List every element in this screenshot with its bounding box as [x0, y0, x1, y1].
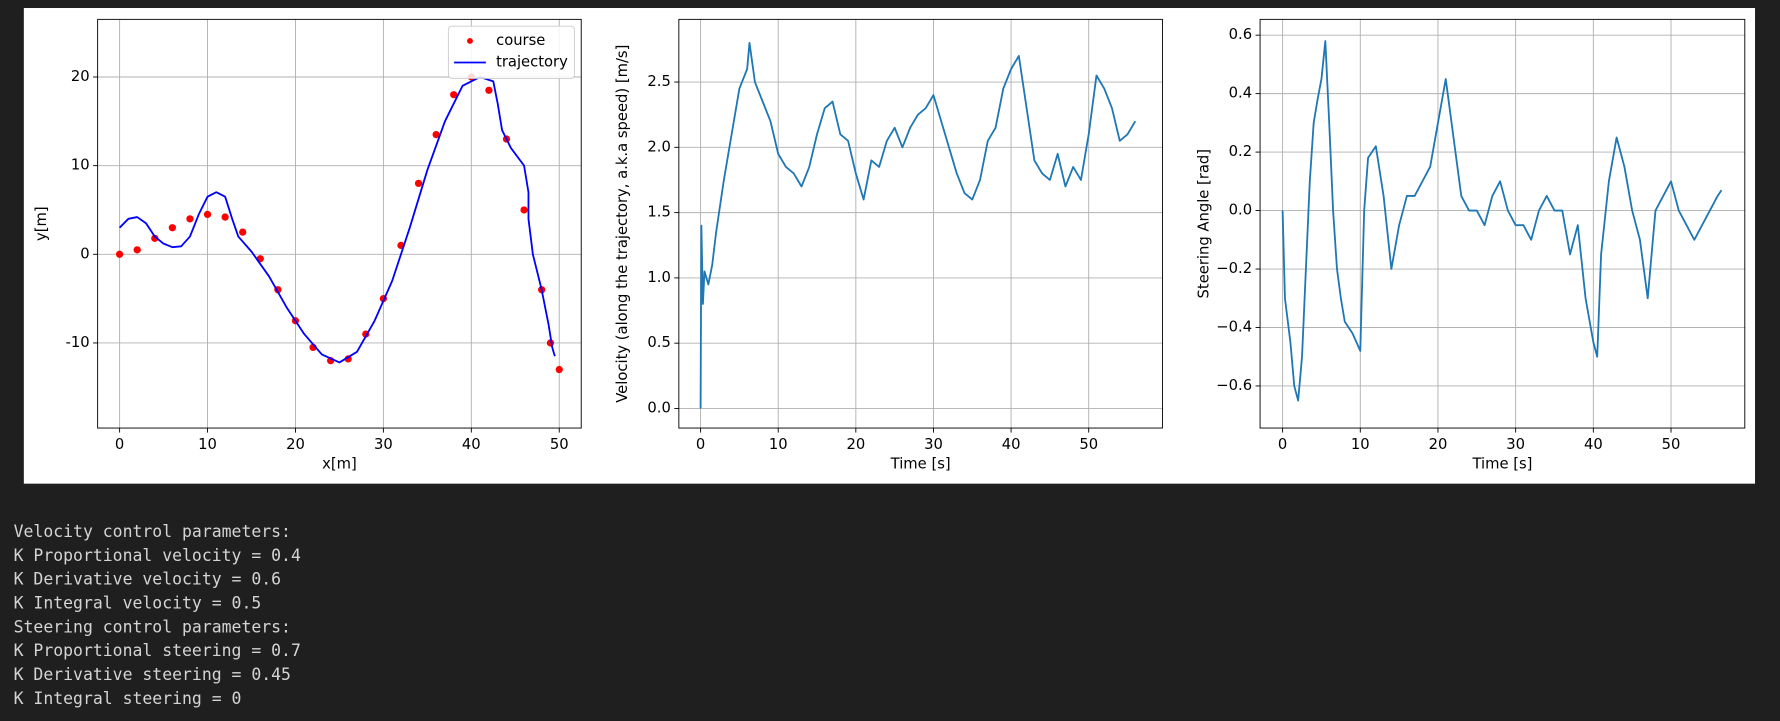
- x-tick-label: 30: [924, 436, 943, 453]
- output-line: K Integral velocity = 0.5: [14, 594, 262, 613]
- y-axis-label: Steering Angle [rad]: [1195, 149, 1212, 299]
- course-point: [450, 91, 458, 99]
- x-tick-label: 20: [846, 436, 865, 453]
- x-tick-label: 10: [198, 436, 217, 453]
- axes-frame: [1259, 18, 1746, 429]
- output-line: Velocity control parameters:: [14, 522, 291, 541]
- y-tick-label: 0.5: [647, 334, 670, 351]
- x-tick-label: 10: [769, 436, 788, 453]
- series-line: [699, 41, 1137, 409]
- course-point: [151, 234, 159, 242]
- series-line: [118, 76, 556, 364]
- output-line: K Derivative velocity = 0.6: [14, 570, 281, 589]
- course-point: [186, 215, 194, 223]
- course-point: [133, 246, 141, 254]
- x-tick-label: 40: [1002, 436, 1021, 453]
- y-tick-label: 1.5: [647, 204, 670, 221]
- x-tick-label: 20: [286, 436, 305, 453]
- course-point: [239, 228, 247, 236]
- figure: [23, 8, 1756, 484]
- course-point: [520, 206, 528, 214]
- output-line: K Derivative steering = 0.45: [14, 665, 291, 684]
- course-point: [168, 224, 176, 232]
- y-tick-label: 2.5: [647, 73, 670, 90]
- y-tick-label: 1.0: [647, 269, 670, 286]
- series-line: [1281, 40, 1723, 402]
- x-tick-label: 0: [1278, 436, 1287, 453]
- x-axis-label: Time [s]: [890, 455, 951, 472]
- axes-frame: [97, 18, 582, 429]
- legend-label: trajectory: [496, 54, 568, 71]
- y-tick-label: 0: [80, 245, 89, 262]
- y-tick-label: 2.0: [647, 138, 670, 155]
- y-tick-label: −0.2: [1216, 260, 1252, 277]
- x-tick-label: 40: [1584, 436, 1603, 453]
- x-tick-label: 40: [462, 436, 481, 453]
- course-point: [221, 213, 229, 221]
- y-tick-label: 10: [71, 157, 90, 174]
- course-point: [203, 210, 212, 219]
- x-tick-label: 50: [550, 436, 569, 453]
- course-point: [432, 130, 440, 139]
- x-tick-label: 30: [1506, 436, 1525, 453]
- legend-box: [447, 25, 575, 79]
- x-tick-label: 10: [1351, 436, 1370, 453]
- course-point: [115, 250, 124, 258]
- y-tick-label: −0.6: [1216, 377, 1252, 394]
- output-line: K Integral steering = 0: [14, 689, 242, 708]
- x-tick-label: 30: [374, 436, 393, 453]
- x-tick-label: 0: [696, 436, 705, 453]
- x-tick-label: 50: [1079, 436, 1098, 453]
- legend-marker: [467, 37, 473, 44]
- y-tick-label: 0.4: [1229, 85, 1252, 102]
- output-line: K Proportional velocity = 0.4: [14, 546, 301, 565]
- x-axis-label: x[m]: [322, 455, 357, 472]
- y-axis-label: Velocity (along the trajectory, a.k.a sp…: [614, 45, 631, 403]
- y-tick-label: 0.2: [1229, 143, 1252, 160]
- y-tick-label: 0.0: [1229, 202, 1252, 219]
- y-axis-label: y[m]: [33, 206, 50, 241]
- x-axis-label: Time [s]: [1471, 455, 1532, 472]
- y-tick-label: 20: [71, 68, 90, 85]
- axes-frame: [678, 18, 1163, 429]
- y-tick-label: 0.0: [647, 399, 670, 416]
- y-tick-label: 0.6: [1229, 26, 1252, 43]
- x-tick-label: 20: [1429, 436, 1448, 453]
- course-point: [414, 179, 423, 188]
- x-tick-label: 0: [115, 436, 124, 453]
- course-point: [485, 86, 493, 94]
- y-tick-label: −0.4: [1216, 318, 1252, 335]
- course-point: [555, 365, 563, 374]
- y-tick-label: -10: [66, 334, 90, 351]
- legend-label: course: [496, 32, 545, 49]
- output-line: Steering control parameters:: [14, 617, 291, 636]
- output-line: K Proportional steering = 0.7: [14, 641, 301, 660]
- x-tick-label: 50: [1662, 436, 1681, 453]
